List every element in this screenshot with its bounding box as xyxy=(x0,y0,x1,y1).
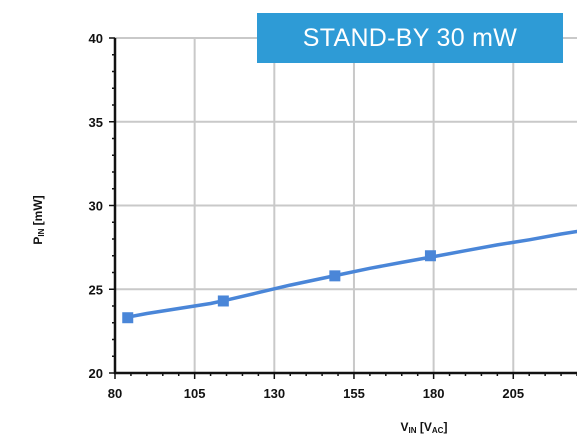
x-tick-label-80: 80 xyxy=(108,386,122,401)
y-tick-label-20: 20 xyxy=(89,366,103,381)
x-tick-label-180: 180 xyxy=(423,386,445,401)
data-point-marker xyxy=(329,270,340,281)
x-axis-label: VIN [VAC] xyxy=(401,420,448,435)
x-tick-label-105: 105 xyxy=(184,386,206,401)
axes xyxy=(109,38,577,379)
series xyxy=(122,232,577,324)
x-tick-label-205: 205 xyxy=(502,386,524,401)
y-tick-labels: 20 25 30 35 40 xyxy=(89,31,103,381)
grid-lines xyxy=(115,38,577,373)
series-line-0 xyxy=(125,232,577,318)
data-point-marker xyxy=(122,312,133,323)
y-tick-label-30: 30 xyxy=(89,199,103,214)
y-tick-label-25: 25 xyxy=(89,282,103,297)
x-tick-labels: 80 105 130 155 180 205 xyxy=(108,386,524,401)
y-tick-label-40: 40 xyxy=(89,31,103,46)
y-tick-label-35: 35 xyxy=(89,115,103,130)
chart-title-banner: STAND-BY 30 mW xyxy=(257,13,563,63)
y-axis-label: PIN [mW] xyxy=(31,195,46,244)
x-tick-label-130: 130 xyxy=(263,386,285,401)
data-point-marker xyxy=(218,295,229,306)
data-point-marker xyxy=(425,250,436,261)
x-tick-label-155: 155 xyxy=(343,386,365,401)
